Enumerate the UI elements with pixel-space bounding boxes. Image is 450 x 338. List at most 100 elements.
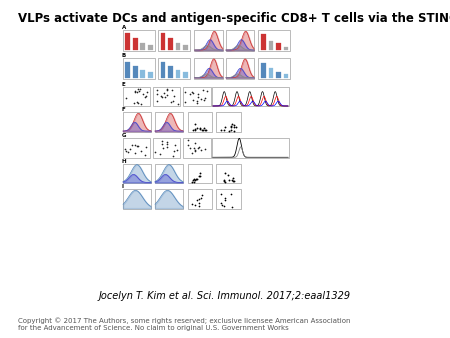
Point: [188, 150, 195, 156]
Text: Jocelyn T. Kim et al. Sci. Immunol. 2017;2:eaal1329: Jocelyn T. Kim et al. Sci. Immunol. 2017…: [99, 291, 351, 301]
Point: [218, 200, 225, 206]
Point: [143, 93, 150, 99]
Bar: [276, 72, 281, 78]
Bar: [284, 47, 288, 50]
Point: [157, 151, 164, 157]
Point: [227, 123, 234, 128]
Point: [135, 89, 142, 94]
Point: [142, 94, 149, 100]
Point: [182, 90, 189, 95]
Point: [159, 141, 166, 146]
Point: [189, 90, 196, 95]
Point: [197, 195, 204, 200]
Point: [194, 98, 201, 104]
Point: [198, 127, 205, 132]
Point: [138, 101, 145, 107]
Point: [138, 149, 145, 154]
Bar: [122, 58, 155, 79]
Point: [170, 148, 177, 154]
Point: [192, 126, 199, 132]
Bar: [158, 30, 190, 51]
Point: [191, 127, 198, 133]
Text: H: H: [122, 159, 126, 164]
Point: [195, 144, 203, 149]
Point: [187, 91, 194, 96]
Point: [170, 93, 177, 99]
Point: [130, 100, 137, 105]
Bar: [183, 87, 211, 106]
Point: [160, 90, 167, 95]
Point: [196, 173, 203, 179]
Bar: [258, 58, 290, 79]
Point: [189, 179, 196, 185]
Bar: [183, 138, 211, 158]
Point: [144, 89, 151, 95]
Point: [196, 171, 203, 176]
Point: [142, 144, 149, 150]
Point: [202, 127, 210, 133]
Bar: [261, 33, 266, 50]
Point: [153, 98, 160, 103]
Point: [225, 177, 232, 183]
Text: A: A: [122, 25, 126, 30]
Point: [200, 98, 207, 103]
Point: [191, 176, 198, 182]
Point: [220, 178, 227, 183]
Point: [227, 124, 234, 129]
Text: I: I: [122, 184, 124, 189]
Point: [194, 197, 201, 202]
Point: [122, 149, 130, 154]
Point: [132, 151, 139, 156]
Point: [204, 88, 211, 93]
Bar: [269, 41, 273, 50]
Point: [195, 173, 202, 178]
Point: [134, 143, 141, 148]
Point: [194, 91, 201, 97]
Point: [158, 138, 166, 144]
Point: [186, 145, 193, 150]
Bar: [148, 72, 153, 78]
Bar: [284, 74, 288, 78]
Point: [142, 153, 149, 158]
Bar: [176, 70, 180, 78]
Point: [131, 88, 138, 93]
Text: B: B: [122, 53, 126, 58]
Point: [220, 203, 228, 209]
Point: [190, 127, 197, 132]
Point: [192, 177, 199, 183]
Point: [230, 179, 238, 184]
Point: [131, 89, 139, 94]
Point: [164, 92, 171, 98]
Point: [194, 94, 201, 100]
Point: [174, 147, 181, 152]
Point: [167, 100, 174, 105]
Point: [218, 202, 225, 208]
Text: F: F: [122, 107, 126, 112]
Bar: [188, 189, 212, 209]
Bar: [133, 67, 138, 78]
Point: [134, 89, 141, 95]
Point: [190, 145, 197, 150]
Point: [182, 99, 189, 104]
Bar: [225, 58, 254, 79]
Point: [158, 93, 165, 98]
Point: [199, 87, 207, 92]
Point: [194, 145, 202, 151]
Point: [133, 144, 140, 149]
Point: [171, 142, 179, 148]
Point: [194, 100, 201, 105]
Point: [230, 175, 237, 181]
Point: [198, 192, 205, 198]
Bar: [153, 138, 180, 158]
Point: [163, 141, 171, 147]
Bar: [126, 33, 130, 50]
Bar: [155, 112, 183, 132]
Bar: [212, 138, 289, 158]
Point: [153, 87, 160, 93]
Point: [189, 91, 197, 96]
Bar: [276, 44, 281, 50]
Point: [202, 146, 209, 151]
Point: [200, 127, 207, 133]
Point: [197, 125, 204, 131]
Bar: [183, 72, 188, 78]
